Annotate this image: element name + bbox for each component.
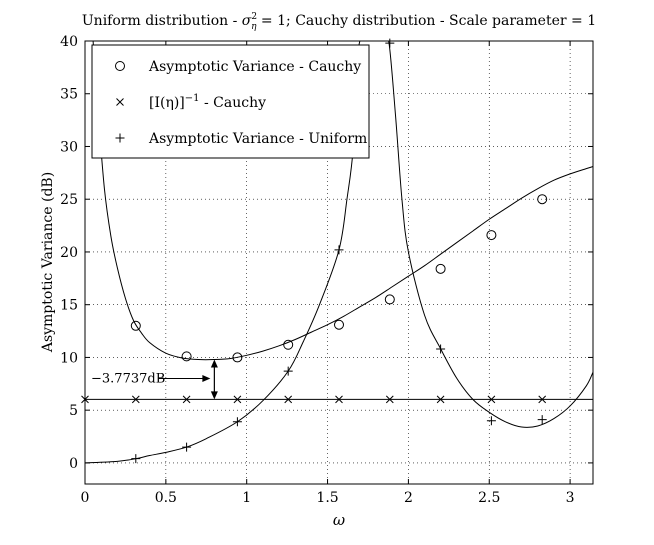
annotation-label: −3.7737dB xyxy=(91,371,165,386)
plot-frame xyxy=(84,40,594,485)
x-axis-label: ω xyxy=(333,511,345,529)
x-tick-label: 1 xyxy=(242,490,251,506)
data-point-s0 xyxy=(334,319,344,330)
y-tick-label: 10 xyxy=(60,350,78,366)
data-point-s2 xyxy=(131,454,141,464)
legend-label-2: Asymptotic Variance - Uniform xyxy=(148,131,367,147)
legend-marker-2 xyxy=(115,133,125,143)
data-point-s1 xyxy=(131,395,140,404)
data-point-s0 xyxy=(435,263,446,274)
y-tick-label: 40 xyxy=(60,34,78,50)
y-tick-label: 35 xyxy=(60,87,78,103)
data-point-s2 xyxy=(182,442,192,452)
annotation: −3.7737dB xyxy=(91,359,218,400)
y-tick-label: 0 xyxy=(69,456,78,472)
y-tick-label: 25 xyxy=(60,192,78,208)
data-point-s2 xyxy=(334,245,344,255)
data-point-s0 xyxy=(181,351,192,362)
data-point-s1 xyxy=(233,395,242,404)
data-point-s0 xyxy=(232,352,243,363)
y-axis-label: Asymptotic Variance (dB) xyxy=(40,172,56,353)
legend-label-0: Asymptotic Variance - Cauchy xyxy=(148,59,361,75)
annotation-arrowhead-down xyxy=(210,391,218,400)
legend-label-1: [I(η)]−1 - Cauchy xyxy=(149,93,266,111)
annotation-arrowhead-up xyxy=(210,359,218,368)
data-point-s2 xyxy=(436,344,446,354)
x-tick-label: 3 xyxy=(566,490,575,506)
data-point-s1 xyxy=(487,395,496,404)
data-point-s2 xyxy=(486,416,496,426)
data-point-s1 xyxy=(436,395,445,404)
data-point-s0 xyxy=(130,320,141,331)
x-tick-label: 0.5 xyxy=(155,490,177,506)
y-tick-label: 15 xyxy=(60,298,78,314)
data-point-s1 xyxy=(182,395,191,404)
data-point-s0 xyxy=(283,339,294,350)
y-tick-label: 30 xyxy=(60,139,78,155)
legend-marker-1 xyxy=(116,98,124,106)
data-point-s2 xyxy=(537,415,547,425)
annotation-pointer-head xyxy=(202,374,211,382)
chart-title: Uniform distribution - σ2 η = 1; Cauchy d… xyxy=(82,12,596,32)
data-point-s1 xyxy=(538,395,547,404)
series-line-0 xyxy=(92,41,593,361)
markers xyxy=(81,38,548,464)
data-point-s2 xyxy=(385,38,395,48)
data-point-s0 xyxy=(537,194,548,205)
x-tick-label: 0 xyxy=(81,490,90,506)
data-point-s0 xyxy=(486,230,497,241)
data-point-s1 xyxy=(284,395,293,404)
legend-box xyxy=(91,44,370,159)
data-point-s1 xyxy=(385,395,394,404)
data-point-s2 xyxy=(283,366,293,376)
data-point-s2 xyxy=(232,417,242,427)
data-point-s0 xyxy=(384,294,395,305)
y-tick-label: 5 xyxy=(69,403,78,419)
x-tick-label: 2.5 xyxy=(478,490,500,506)
y-tick-label: 20 xyxy=(60,245,78,261)
legend-marker-0 xyxy=(115,61,125,71)
legend: Asymptotic Variance - Cauchy [I(η)]−1 - C… xyxy=(91,44,370,159)
x-tick-label: 2 xyxy=(404,490,413,506)
x-tick-label: 1.5 xyxy=(316,490,338,506)
data-point-s1 xyxy=(335,395,343,404)
